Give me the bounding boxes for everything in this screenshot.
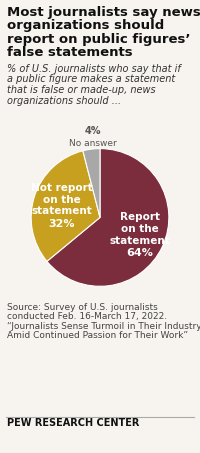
Text: Source: Survey of U.S. journalists: Source: Survey of U.S. journalists xyxy=(7,303,158,312)
Text: Amid Continued Passion for Their Work”: Amid Continued Passion for Their Work” xyxy=(7,332,188,341)
Text: 64%: 64% xyxy=(126,248,153,258)
Text: that is false or made-up, news: that is false or made-up, news xyxy=(7,85,156,95)
Text: Not report
on the
statement: Not report on the statement xyxy=(31,183,93,216)
Text: conducted Feb. 16-March 17, 2022.: conducted Feb. 16-March 17, 2022. xyxy=(7,313,167,322)
Wedge shape xyxy=(31,151,100,261)
Text: PEW RESEARCH CENTER: PEW RESEARCH CENTER xyxy=(7,418,139,428)
Text: Report
on the
statement: Report on the statement xyxy=(109,212,170,246)
Text: “Journalists Sense Turmoil in Their Industry: “Journalists Sense Turmoil in Their Indu… xyxy=(7,322,200,331)
Text: Most journalists say news: Most journalists say news xyxy=(7,6,200,19)
Wedge shape xyxy=(83,149,100,217)
Text: report on public figures’: report on public figures’ xyxy=(7,33,190,46)
Text: a public figure makes a statement: a public figure makes a statement xyxy=(7,74,175,85)
Text: 32%: 32% xyxy=(49,219,75,229)
Text: organizations should ...: organizations should ... xyxy=(7,96,121,106)
Text: No answer: No answer xyxy=(69,139,117,148)
Text: % of U.S. journalists who say that if: % of U.S. journalists who say that if xyxy=(7,64,181,74)
Wedge shape xyxy=(47,149,169,286)
Text: false statements: false statements xyxy=(7,47,133,59)
Text: organizations should: organizations should xyxy=(7,19,164,33)
Text: 4%: 4% xyxy=(85,126,102,136)
